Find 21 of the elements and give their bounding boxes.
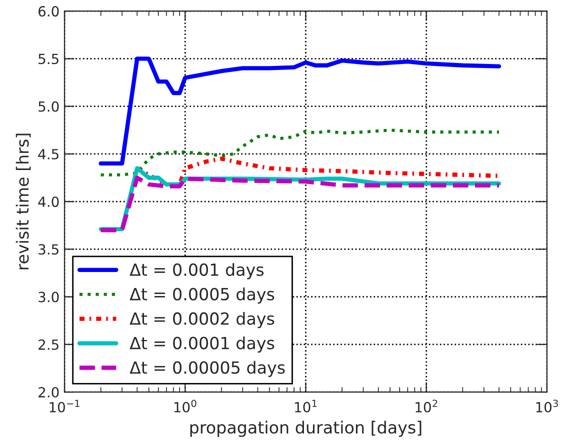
x-tick-label: 10$^{3}$ (536, 400, 558, 412)
legend-label: Δt = 0.001 days (130, 263, 264, 280)
x-tick-label: 10$^{1}$ (295, 400, 317, 412)
y-tick-label: 2.0 (38, 387, 59, 398)
legend-label: Δt = 0.0005 days (130, 288, 274, 304)
legend-label: Δt = 0.0002 days (130, 312, 274, 328)
legend-label: Δt = 0.0001 days (130, 336, 274, 353)
y-tick-label: 4.5 (38, 149, 58, 160)
y-tick-label: 5.0 (38, 101, 59, 112)
y-tick-label: 3.5 (38, 244, 58, 255)
y-tick-label: 4.0 (38, 196, 59, 208)
x-tick-label: 10$^{0}$ (174, 400, 196, 412)
y-tick-label: 2.5 (38, 339, 58, 350)
x-axis-title: propagation duration [days] (190, 420, 422, 437)
x-tick-label: 10$^{−1}$ (50, 400, 80, 412)
y-axis-title: revisit time [hrs] (16, 134, 31, 270)
y-tick-label: 3.0 (38, 292, 59, 302)
legend-label: Δt = 0.00005 days (130, 360, 285, 378)
y-tick-label: 5.5 (38, 54, 58, 64)
y-tick-label: 6.0 (38, 6, 59, 17)
x-tick-label: 10$^{2}$ (416, 400, 438, 412)
